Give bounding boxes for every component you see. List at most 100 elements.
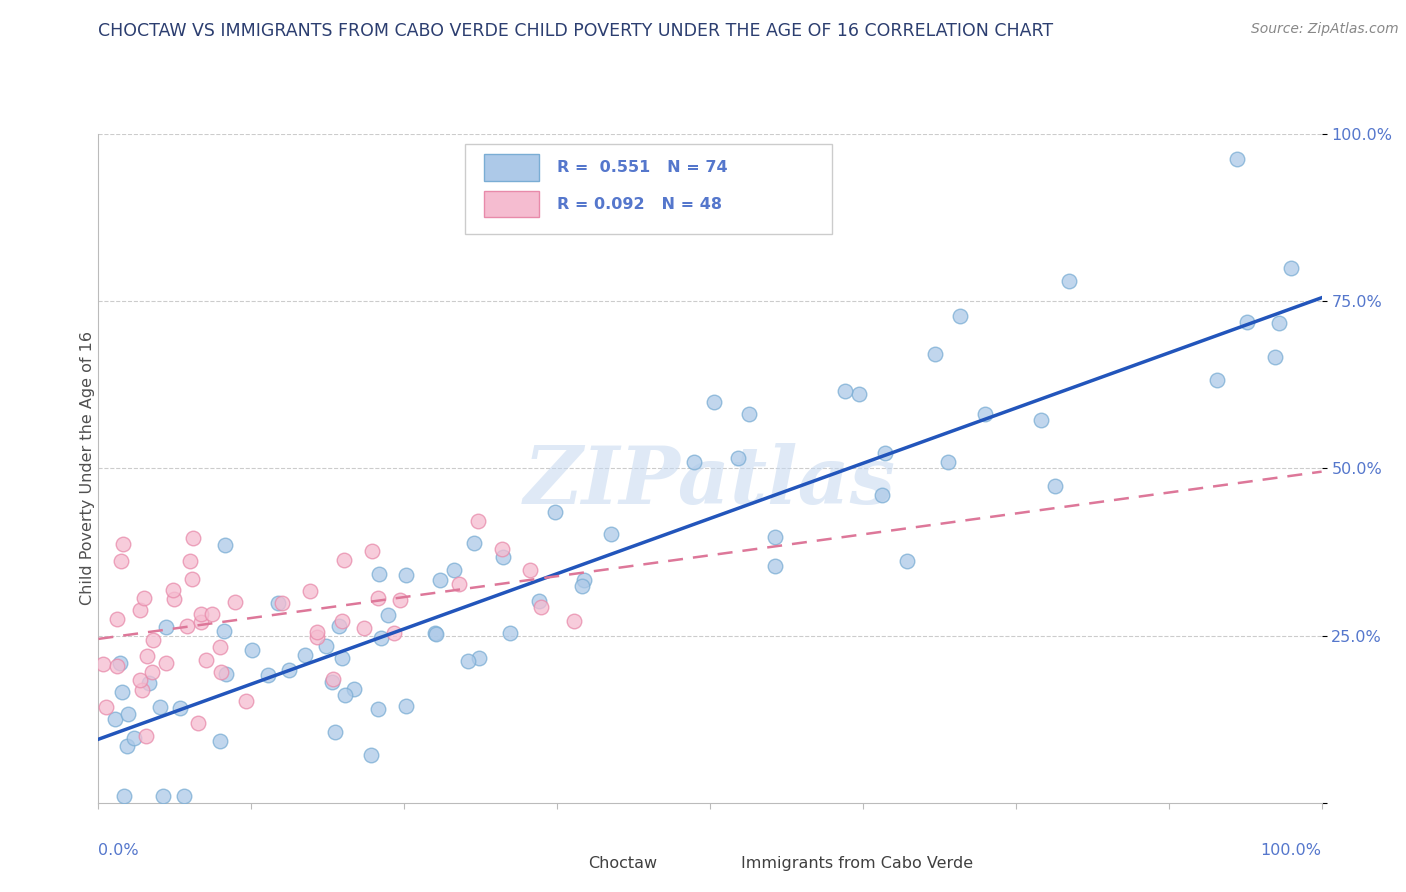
Point [305,624,328,639]
Point [294,648,316,662]
Point [169,701,191,715]
Point [162,582,184,597]
Point [190,615,212,629]
Point [214,539,236,553]
Point [128,602,150,616]
Point [1043,479,1066,493]
Bar [546,849,579,876]
Point [131,683,153,698]
Point [322,672,344,686]
Bar [697,849,733,876]
Point [467,651,489,665]
Point [443,563,465,577]
Point [271,596,294,610]
Point [1279,260,1302,275]
Point [395,567,418,582]
Point [447,577,470,591]
Point [179,554,201,568]
Point [328,619,350,633]
Point [1264,350,1286,364]
Point [180,572,202,586]
Text: 0.0%: 0.0% [98,843,139,858]
Point [395,698,418,713]
Point [763,530,786,544]
Point [212,624,235,639]
Point [360,748,382,763]
Point [132,591,155,606]
Point [382,625,405,640]
Point [389,593,412,607]
Point [117,739,139,753]
Point [315,639,337,653]
Text: CHOCTAW VS IMMIGRANTS FROM CABO VERDE CHILD POVERTY UNDER THE AGE OF 16 CORRELAT: CHOCTAW VS IMMIGRANTS FROM CABO VERDE CH… [98,22,1053,40]
Point [367,702,389,716]
Point [330,614,353,628]
Point [491,541,513,556]
Point [266,596,288,610]
Text: Source: ZipAtlas.com: Source: ZipAtlas.com [1251,22,1399,37]
Bar [484,154,538,181]
Point [110,656,132,670]
Point [370,631,392,645]
Point [870,488,893,502]
Point [208,640,231,654]
Point [848,387,870,401]
Point [330,650,353,665]
Point [257,668,280,682]
Point [703,395,725,409]
Point [105,612,128,626]
Point [141,665,163,679]
Point [562,614,585,628]
Point [155,656,177,670]
Point [1031,413,1053,427]
Point [896,554,918,568]
Text: 100.0%: 100.0% [1261,843,1322,858]
Point [360,544,382,558]
Point [135,729,157,743]
Point [936,455,959,469]
Point [834,384,856,398]
Point [600,526,623,541]
Point [682,455,704,469]
Point [240,643,263,657]
Point [974,407,997,421]
Point [142,633,165,648]
Point [224,595,246,609]
Text: ZIPatlas: ZIPatlas [524,443,896,520]
Point [152,789,174,803]
Point [527,594,550,608]
Point [368,566,391,581]
Point [195,653,218,667]
Point [492,550,515,565]
Point [181,531,204,545]
Point [429,574,451,588]
Point [377,608,399,623]
Point [278,663,301,677]
Point [215,666,238,681]
Point [738,407,761,421]
Point [519,563,541,577]
Point [149,700,172,714]
Point [307,630,329,644]
Bar [484,191,538,218]
Point [91,657,114,671]
Point [136,648,159,663]
Point [333,552,356,566]
Text: R = 0.092   N = 48: R = 0.092 N = 48 [557,196,723,211]
Point [425,627,447,641]
Point [1268,317,1291,331]
FancyBboxPatch shape [465,144,832,235]
Point [875,446,897,460]
Point [572,573,595,587]
Point [530,600,553,615]
Point [138,676,160,690]
Point [155,620,177,634]
Point [208,733,231,747]
Point [122,731,145,746]
Point [924,347,946,361]
Point [129,673,152,687]
Point [111,537,134,551]
Point [763,558,786,573]
Point [544,505,567,519]
Point [187,716,209,731]
